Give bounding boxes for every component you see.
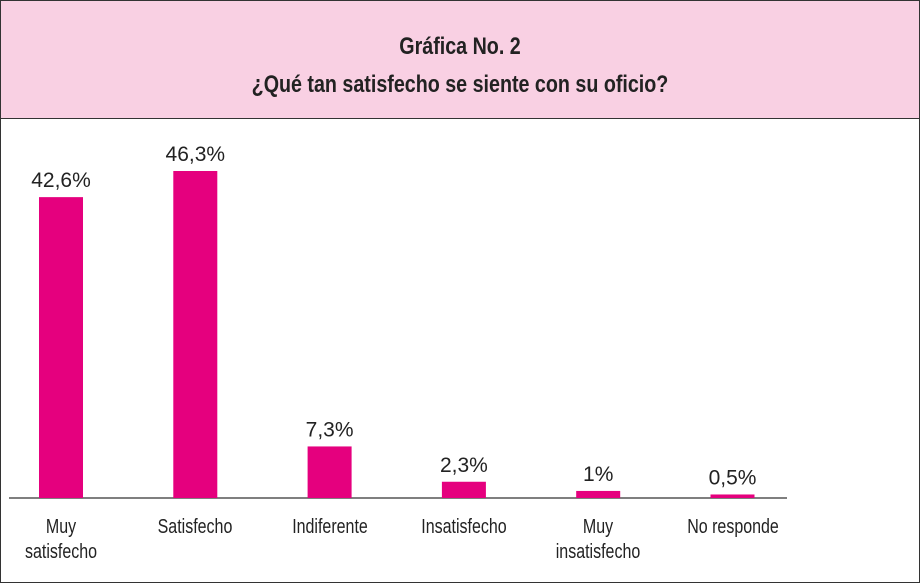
- bar: [307, 446, 352, 498]
- x-tick-label: No responde: [686, 516, 779, 538]
- data-label: 7,3%: [306, 418, 354, 441]
- chart-title: Gráfica No. 2: [399, 33, 521, 60]
- data-label: 2,3%: [440, 454, 488, 477]
- x-tick-label: Satisfecho: [157, 516, 233, 538]
- bar: [441, 481, 486, 498]
- x-tick-label: Indiferente: [291, 516, 368, 538]
- x-tick-label: Insatisfecho: [421, 516, 507, 538]
- bar: [710, 494, 755, 498]
- bar: [576, 490, 621, 498]
- header: Gráfica No. 2 ¿Qué tan satisfecho se sie…: [1, 1, 919, 119]
- data-label: 46,3%: [166, 143, 226, 166]
- data-label: 0,5%: [709, 466, 757, 489]
- bar: [173, 171, 218, 498]
- bar: [39, 197, 83, 498]
- x-tick-label: Muy satisfecho: [24, 516, 98, 563]
- data-label: 1%: [583, 463, 613, 486]
- chart-subtitle: ¿Qué tan satisfecho se siente con su ofi…: [251, 71, 669, 98]
- x-tick-label: Muy insatisfecho: [555, 516, 641, 563]
- data-label: 42,6%: [31, 169, 91, 192]
